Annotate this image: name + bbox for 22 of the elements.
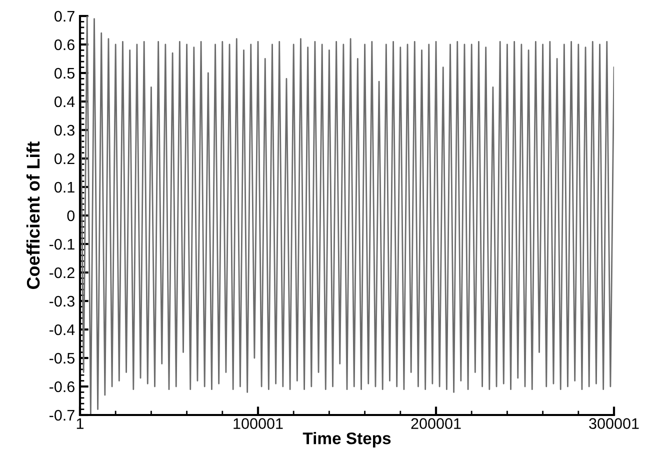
y-tick-label: -0.2	[49, 267, 74, 278]
y-tick-label: 0	[67, 210, 75, 222]
y-tick-label: -0.7	[49, 410, 74, 421]
x-tick-label: 1	[76, 418, 84, 429]
line-series	[80, 16, 614, 415]
y-tick-label: -0.5	[49, 352, 74, 364]
y-tick-label: 0.3	[54, 124, 74, 136]
y-tick-label: -0.6	[49, 381, 74, 392]
y-tick-label: -0.1	[49, 238, 74, 250]
y-tick-label: 0.2	[54, 153, 74, 164]
y-tick-label: 0.7	[54, 10, 74, 22]
y-tick-label: 0.6	[54, 39, 74, 50]
y-tick-label: -0.3	[49, 296, 74, 307]
y-tick-label: -0.4	[49, 324, 75, 336]
x-tick-label: 100001	[234, 418, 283, 429]
y-tick-label: 0.5	[54, 68, 74, 79]
y-tick-label: 0.4	[54, 96, 75, 108]
y-tick-label: 0.1	[54, 182, 74, 193]
x-tick-label: 200001	[411, 418, 461, 429]
x-tick-label: 300001	[589, 418, 639, 429]
x-axis-title: Time Steps	[302, 432, 391, 448]
y-axis-title: Coefficient of Lift	[26, 141, 40, 289]
